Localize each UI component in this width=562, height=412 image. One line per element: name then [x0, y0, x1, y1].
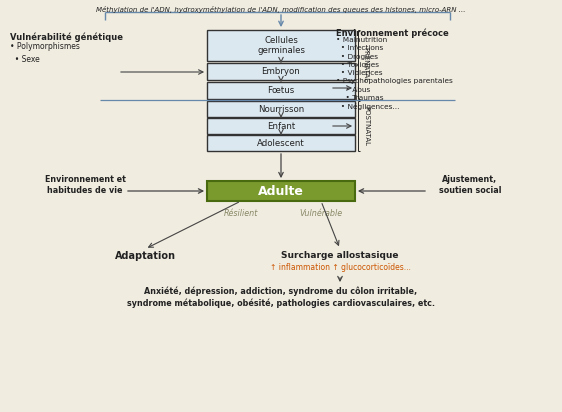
Text: Méthylation de l'ADN, hydroxyméthylation de l'ADN, modification des queues des h: Méthylation de l'ADN, hydroxyméthylation…: [96, 6, 466, 13]
Text: Embryon: Embryon: [262, 67, 300, 76]
Text: Cellules
germinales: Cellules germinales: [257, 36, 305, 55]
Text: Environnement précoce: Environnement précoce: [336, 28, 448, 37]
FancyBboxPatch shape: [207, 101, 355, 117]
Text: Anxiété, dépression, addiction, syndrome du côlon irritable,
syndrome métaboliqu: Anxiété, dépression, addiction, syndrome…: [127, 287, 435, 307]
Text: Ajustement,
soutien social: Ajustement, soutien social: [439, 175, 501, 195]
Text: Vulnérabilité génétique: Vulnérabilité génétique: [10, 32, 123, 42]
FancyBboxPatch shape: [207, 118, 355, 134]
Text: Fœtus: Fœtus: [268, 86, 294, 95]
FancyBboxPatch shape: [207, 135, 355, 151]
Text: Adolescent: Adolescent: [257, 138, 305, 147]
Text: Nourrisson: Nourrisson: [258, 105, 304, 113]
Text: Adaptation: Adaptation: [115, 251, 175, 261]
Text: Adulte: Adulte: [258, 185, 304, 197]
Text: ↑ inflammation ↑ glucocorticoïdes...: ↑ inflammation ↑ glucocorticoïdes...: [270, 263, 410, 272]
Text: Résilient: Résilient: [224, 209, 258, 218]
FancyBboxPatch shape: [207, 30, 355, 61]
Text: • Malnutrition
  • Infections
  • Drogues
  • Toxiques
  • Violences
• Psychopat: • Malnutrition • Infections • Drogues • …: [336, 37, 453, 110]
Text: POSTNATAL: POSTNATAL: [363, 106, 369, 146]
FancyBboxPatch shape: [207, 63, 355, 80]
Text: • Polymorphismes
  • Sexe: • Polymorphismes • Sexe: [10, 42, 80, 63]
Text: Environnement et
habitudes de vie: Environnement et habitudes de vie: [44, 175, 125, 195]
FancyBboxPatch shape: [207, 181, 355, 201]
Text: PRÉNATAL: PRÉNATAL: [362, 47, 369, 82]
Text: Surcharge allostasique: Surcharge allostasique: [281, 251, 399, 260]
FancyBboxPatch shape: [207, 82, 355, 99]
Text: Vulnérable: Vulnérable: [300, 209, 343, 218]
Text: Enfant: Enfant: [267, 122, 295, 131]
